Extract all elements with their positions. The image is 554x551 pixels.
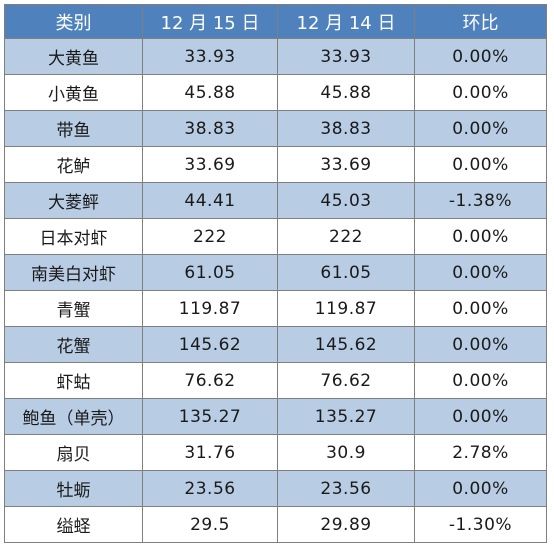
cell-dec14: 30.9 xyxy=(277,434,415,471)
cell-dec14: 135.27 xyxy=(277,398,415,435)
cell-category: 大菱鲆 xyxy=(4,182,143,219)
cell-dec14: 33.93 xyxy=(277,38,415,75)
cell-change: 0.00% xyxy=(414,110,547,147)
table-row: 虾蛄 76.62 76.62 0.00% xyxy=(4,362,547,399)
cell-change: 0.00% xyxy=(414,470,547,507)
table-row: 日本对虾 222 222 0.00% xyxy=(4,218,547,255)
cell-dec14: 61.05 xyxy=(277,254,415,291)
cell-category: 虾蛄 xyxy=(4,362,143,399)
cell-dec15: 33.93 xyxy=(142,38,278,75)
cell-dec15: 38.83 xyxy=(142,110,278,147)
cell-dec14: 29.89 xyxy=(277,506,415,543)
table-row: 青蟹 119.87 119.87 0.00% xyxy=(4,290,547,327)
cell-category: 鲍鱼（单壳） xyxy=(4,398,143,435)
cell-category: 大黄鱼 xyxy=(4,38,143,75)
cell-change: -1.38% xyxy=(414,182,547,219)
table-row: 牡蛎 23.56 23.56 0.00% xyxy=(4,470,547,507)
price-table: 类别 12 月 15 日 12 月 14 日 环比 大黄鱼 33.93 33.9… xyxy=(4,4,547,543)
cell-dec14: 23.56 xyxy=(277,470,415,507)
cell-change: 0.00% xyxy=(414,146,547,183)
cell-change: 0.00% xyxy=(414,362,547,399)
cell-change: 0.00% xyxy=(414,38,547,75)
table-row: 带鱼 38.83 38.83 0.00% xyxy=(4,110,547,147)
cell-category: 牡蛎 xyxy=(4,470,143,507)
cell-change: 0.00% xyxy=(414,254,547,291)
cell-category: 花鲈 xyxy=(4,146,143,183)
table-row: 南美白对虾 61.05 61.05 0.00% xyxy=(4,254,547,291)
cell-dec15: 145.62 xyxy=(142,326,278,363)
cell-dec15: 23.56 xyxy=(142,470,278,507)
table-body: 大黄鱼 33.93 33.93 0.00% 小黄鱼 45.88 45.88 0.… xyxy=(4,38,547,543)
cell-dec15: 119.87 xyxy=(142,290,278,327)
table-row: 小黄鱼 45.88 45.88 0.00% xyxy=(4,74,547,111)
table-row: 扇贝 31.76 30.9 2.78% xyxy=(4,434,547,471)
cell-change: 0.00% xyxy=(414,290,547,327)
cell-dec15: 45.88 xyxy=(142,74,278,111)
cell-change: 0.00% xyxy=(414,398,547,435)
table-row: 缢蛏 29.5 29.89 -1.30% xyxy=(4,506,547,543)
cell-change: 2.78% xyxy=(414,434,547,471)
cell-category: 带鱼 xyxy=(4,110,143,147)
cell-dec15: 44.41 xyxy=(142,182,278,219)
cell-category: 青蟹 xyxy=(4,290,143,327)
cell-dec15: 222 xyxy=(142,218,278,255)
table-row: 鲍鱼（单壳） 135.27 135.27 0.00% xyxy=(4,398,547,435)
table-header-row: 类别 12 月 15 日 12 月 14 日 环比 xyxy=(4,4,547,39)
cell-dec15: 61.05 xyxy=(142,254,278,291)
table-row: 花蟹 145.62 145.62 0.00% xyxy=(4,326,547,363)
cell-dec14: 76.62 xyxy=(277,362,415,399)
cell-dec14: 145.62 xyxy=(277,326,415,363)
cell-category: 日本对虾 xyxy=(4,218,143,255)
table-row: 大菱鲆 44.41 45.03 -1.38% xyxy=(4,182,547,219)
cell-category: 扇贝 xyxy=(4,434,143,471)
price-table-container: 类别 12 月 15 日 12 月 14 日 环比 大黄鱼 33.93 33.9… xyxy=(4,4,547,543)
header-category: 类别 xyxy=(4,4,143,39)
cell-category: 花蟹 xyxy=(4,326,143,363)
cell-category: 小黄鱼 xyxy=(4,74,143,111)
cell-change: -1.30% xyxy=(414,506,547,543)
cell-change: 0.00% xyxy=(414,74,547,111)
cell-change: 0.00% xyxy=(414,218,547,255)
header-dec14: 12 月 14 日 xyxy=(277,4,415,39)
cell-dec14: 119.87 xyxy=(277,290,415,327)
cell-category: 缢蛏 xyxy=(4,506,143,543)
header-change: 环比 xyxy=(414,4,547,39)
table-row: 花鲈 33.69 33.69 0.00% xyxy=(4,146,547,183)
table-row: 大黄鱼 33.93 33.93 0.00% xyxy=(4,38,547,75)
cell-dec14: 33.69 xyxy=(277,146,415,183)
header-dec15: 12 月 15 日 xyxy=(142,4,278,39)
cell-category: 南美白对虾 xyxy=(4,254,143,291)
cell-dec15: 135.27 xyxy=(142,398,278,435)
cell-dec15: 29.5 xyxy=(142,506,278,543)
cell-dec14: 38.83 xyxy=(277,110,415,147)
cell-dec15: 76.62 xyxy=(142,362,278,399)
cell-dec14: 45.88 xyxy=(277,74,415,111)
cell-dec15: 33.69 xyxy=(142,146,278,183)
cell-dec14: 222 xyxy=(277,218,415,255)
cell-dec15: 31.76 xyxy=(142,434,278,471)
cell-change: 0.00% xyxy=(414,326,547,363)
cell-dec14: 45.03 xyxy=(277,182,415,219)
